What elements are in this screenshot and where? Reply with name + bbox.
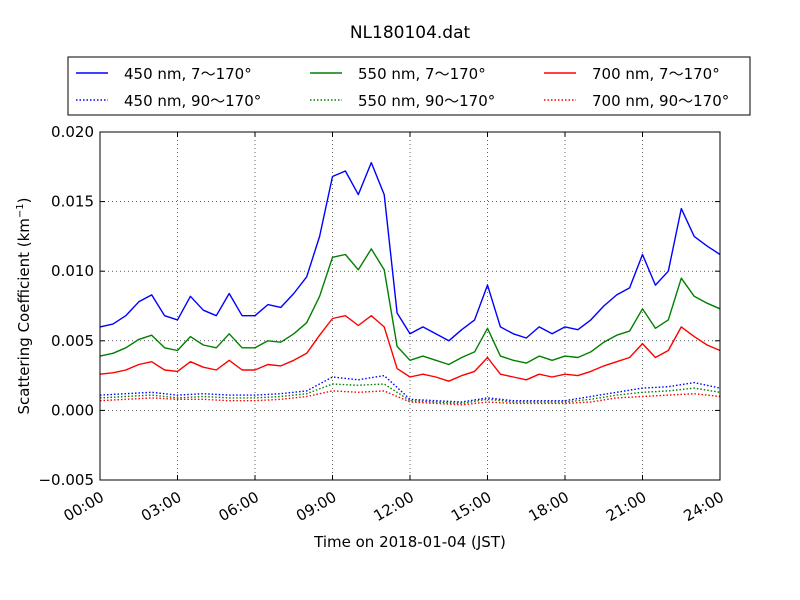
- legend-label: 550 nm, 90～170°: [358, 92, 495, 110]
- y-tick-label: 0.020: [51, 123, 94, 141]
- series-line-2: [99, 315, 721, 382]
- y-axis-label-close: ): [15, 197, 33, 203]
- y-tick-label: 0.015: [51, 193, 94, 211]
- y-axis-label-main: Scattering Coefficient (km: [15, 218, 33, 414]
- plot-area: [99, 131, 721, 481]
- y-axis-label: Scattering Coefficient (km−1): [15, 197, 33, 414]
- axis-ticks: [99, 131, 721, 481]
- grid-lines: [100, 132, 720, 480]
- y-axis-tick-labels: −0.005 0.000 0.005 0.010 0.015 0.020: [38, 123, 94, 489]
- legend-label: 450 nm, 7～170°: [124, 65, 252, 83]
- chart-title: NL180104.dat: [350, 23, 471, 43]
- y-axis-label-exponent: −1: [15, 203, 26, 218]
- legend-label: 450 nm, 90～170°: [124, 92, 261, 110]
- series-line-1: [99, 248, 721, 366]
- y-tick-label: 0.005: [51, 332, 94, 350]
- x-axis-label: Time on 2018-01-04 (JST): [313, 533, 506, 551]
- legend-label: 700 nm, 7～170°: [592, 65, 720, 83]
- legend-frame: [67, 56, 751, 116]
- legend-label: 550 nm, 7～170°: [358, 65, 486, 83]
- y-tick-label: −0.005: [38, 471, 94, 489]
- legend: 450 nm, 7～170° 450 nm, 90～170° 550 nm, 7～1…: [67, 56, 751, 116]
- series-line-0: [99, 161, 721, 342]
- series-layer: [99, 161, 721, 406]
- legend-label: 700 nm, 90～170°: [592, 92, 729, 110]
- y-tick-label: 0.010: [51, 262, 94, 280]
- y-tick-label: 0.000: [51, 401, 94, 419]
